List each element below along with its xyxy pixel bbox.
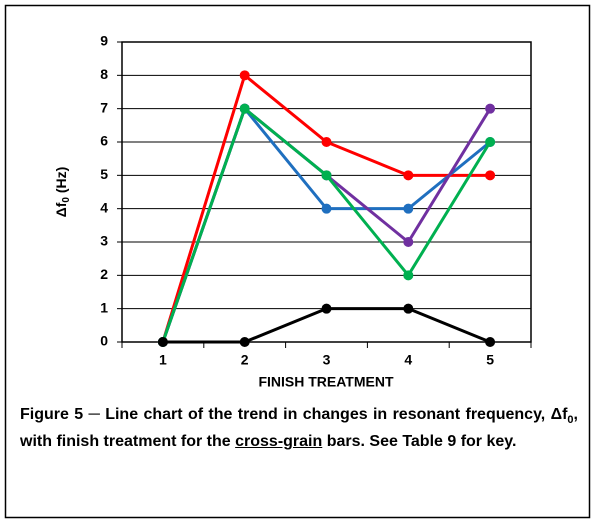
x-tick-label: 5 (486, 352, 494, 368)
x-tick-label: 3 (323, 352, 331, 368)
caption: Figure 5 ─ Line chart of the trend in ch… (20, 404, 578, 452)
marker (321, 170, 332, 181)
y-tick-label: 3 (100, 233, 108, 249)
marker (403, 303, 414, 314)
marker (157, 337, 168, 347)
caption-text: bars. See Table 9 for key. (322, 433, 517, 451)
marker (403, 270, 414, 281)
y-axis-label: Δf0 (Hz) (53, 167, 72, 218)
x-tick-label: 4 (404, 352, 412, 368)
y-tick-label: 9 (100, 33, 108, 49)
y-tick-label: 4 (100, 199, 108, 215)
marker (239, 337, 250, 347)
marker (403, 170, 414, 181)
marker (239, 70, 250, 81)
caption-underline: cross-grain (235, 433, 323, 451)
y-tick-label: 6 (100, 133, 108, 149)
marker (239, 103, 250, 114)
y-label-sub: 0 (61, 197, 72, 203)
x-axis-label: FINISH TREATMENT (258, 374, 394, 390)
caption-text: , with finish treatment for the (20, 406, 578, 451)
marker (321, 137, 332, 147)
caption-text: Figure 5 ─ Line chart of the trend in ch… (20, 406, 568, 423)
marker (403, 203, 414, 214)
plot-frame (121, 41, 532, 343)
y-tick-label: 1 (100, 299, 108, 315)
x-tick-label: 2 (241, 352, 249, 368)
marker (485, 170, 496, 181)
marker (485, 103, 496, 114)
marker (321, 203, 332, 214)
marker (485, 137, 496, 147)
marker (321, 303, 332, 314)
y-tick-label: 0 (100, 333, 108, 349)
y-tick-label: 5 (100, 166, 108, 182)
frame (4, 4, 591, 519)
x-tick-label: 1 (159, 352, 167, 368)
y-tick-label: 7 (100, 99, 108, 115)
marker (403, 237, 414, 247)
y-tick-label: 2 (100, 266, 108, 282)
marker (485, 337, 496, 347)
caption-sub: 0 (567, 414, 574, 427)
y-label-part: (Hz) (53, 167, 69, 197)
y-tick-label: 8 (100, 66, 108, 82)
y-label-part: Δf (53, 202, 69, 217)
